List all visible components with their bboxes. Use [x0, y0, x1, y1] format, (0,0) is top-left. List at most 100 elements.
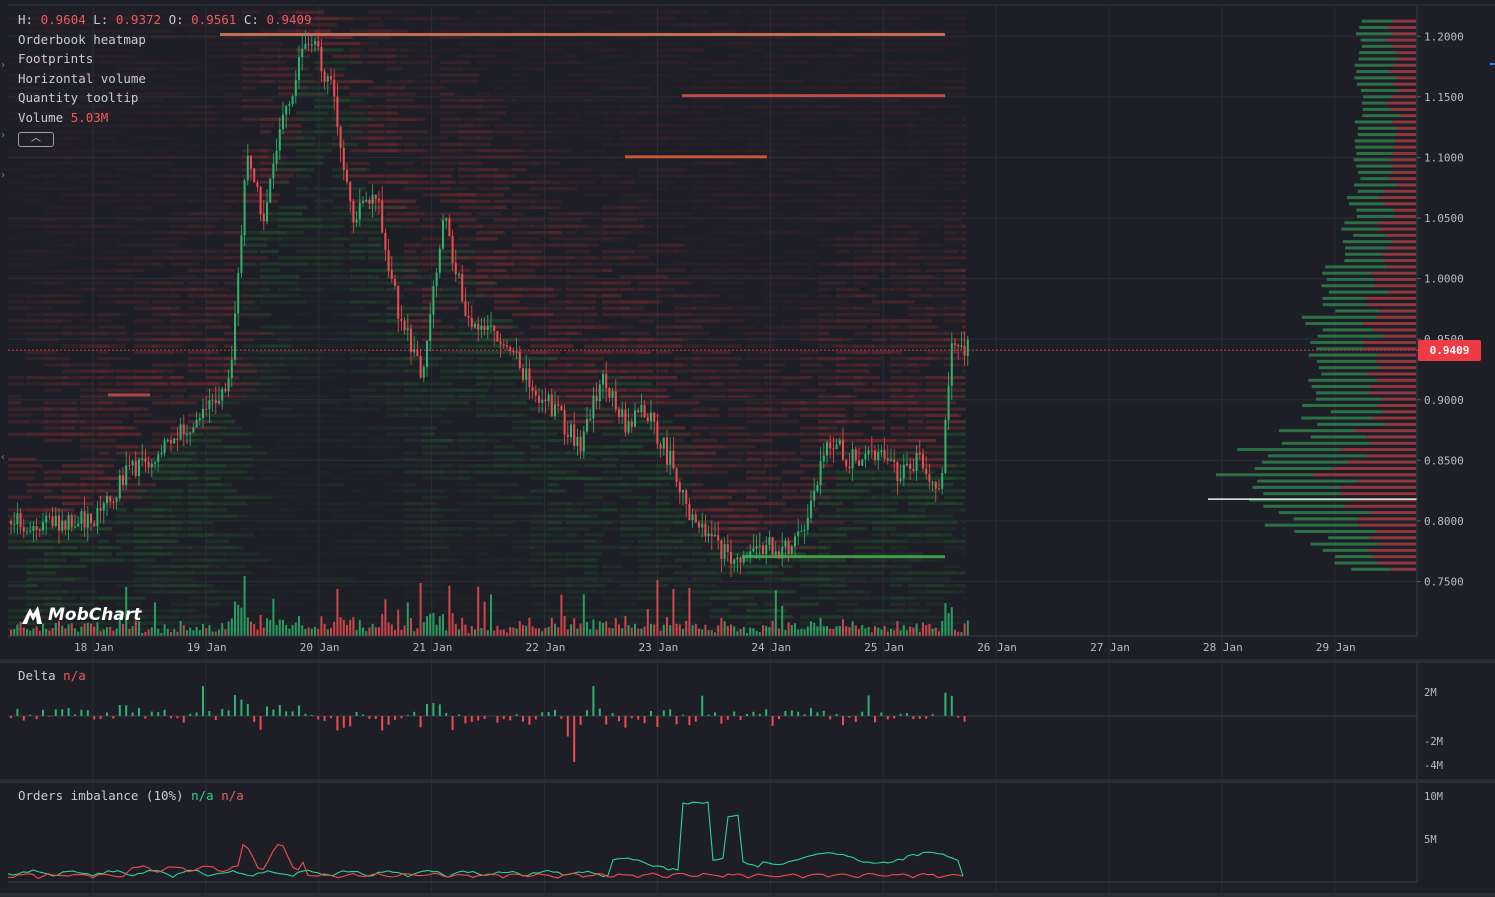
candle-body[interactable]: [694, 514, 697, 523]
candle-body[interactable]: [598, 384, 601, 402]
candle-body[interactable]: [803, 529, 806, 531]
candle-body[interactable]: [653, 412, 656, 422]
candle-body[interactable]: [672, 450, 675, 469]
candle-body[interactable]: [966, 339, 969, 356]
candle-body[interactable]: [522, 368, 524, 380]
candle-body[interactable]: [749, 551, 752, 557]
indicator-volume[interactable]: Volume 5.03M: [18, 108, 312, 128]
candle-body[interactable]: [282, 114, 284, 130]
candle-body[interactable]: [349, 181, 352, 202]
candle-body[interactable]: [752, 548, 755, 552]
candle-body[interactable]: [822, 455, 825, 462]
candle-body[interactable]: [602, 373, 604, 385]
candle-body[interactable]: [554, 404, 556, 417]
candle-body[interactable]: [506, 345, 508, 347]
candle-body[interactable]: [458, 273, 460, 275]
candle-body[interactable]: [74, 526, 76, 528]
candle-body[interactable]: [512, 350, 515, 353]
candle-body[interactable]: [240, 235, 243, 273]
candle-body[interactable]: [739, 557, 742, 563]
candle-body[interactable]: [880, 450, 883, 452]
candle-body[interactable]: [346, 169, 348, 182]
candle-body[interactable]: [144, 458, 147, 462]
candle-body[interactable]: [928, 474, 931, 482]
candle-body[interactable]: [515, 351, 518, 353]
candle-body[interactable]: [10, 520, 12, 525]
candle-body[interactable]: [762, 545, 764, 554]
candle-body[interactable]: [326, 76, 329, 82]
candle-body[interactable]: [16, 513, 19, 525]
candle-body[interactable]: [893, 459, 896, 462]
candle-body[interactable]: [272, 163, 275, 179]
candle-body[interactable]: [835, 444, 838, 449]
chevron-right-icon[interactable]: ›: [0, 170, 7, 181]
candle-body[interactable]: [400, 318, 403, 321]
candle-body[interactable]: [768, 537, 771, 545]
candle-body[interactable]: [70, 515, 73, 528]
candle-body[interactable]: [794, 536, 796, 547]
candle-body[interactable]: [691, 514, 694, 521]
candle-body[interactable]: [352, 201, 355, 223]
candle-body[interactable]: [464, 301, 467, 316]
candle-body[interactable]: [426, 341, 428, 368]
candle-body[interactable]: [867, 450, 870, 455]
candle-body[interactable]: [317, 40, 320, 47]
candle-body[interactable]: [608, 388, 611, 398]
candle-body[interactable]: [54, 515, 57, 527]
candle-body[interactable]: [480, 325, 483, 330]
candle-body[interactable]: [496, 331, 499, 342]
indicator-quantity-tooltip[interactable]: Quantity tooltip: [18, 90, 139, 105]
candle-body[interactable]: [234, 313, 236, 360]
candle-body[interactable]: [563, 410, 566, 435]
candle-body[interactable]: [160, 453, 163, 455]
candle-body[interactable]: [646, 416, 649, 422]
candle-body[interactable]: [538, 395, 540, 403]
candle-body[interactable]: [592, 395, 595, 419]
candle-body[interactable]: [947, 385, 950, 420]
candle-body[interactable]: [883, 450, 886, 459]
candle-body[interactable]: [618, 409, 620, 417]
candle-body[interactable]: [278, 129, 281, 151]
candle-body[interactable]: [304, 43, 307, 49]
candle-body[interactable]: [851, 449, 854, 469]
candle-body[interactable]: [704, 523, 707, 537]
candle-body[interactable]: [787, 540, 790, 554]
chevron-right-icon[interactable]: ›: [0, 130, 7, 141]
candle-body[interactable]: [112, 501, 115, 503]
candle-body[interactable]: [755, 546, 758, 549]
candle-body[interactable]: [570, 424, 572, 438]
candle-body[interactable]: [858, 460, 860, 466]
candle-body[interactable]: [262, 214, 265, 222]
candle-body[interactable]: [371, 194, 374, 204]
candle-body[interactable]: [394, 278, 396, 286]
candle-body[interactable]: [141, 458, 144, 460]
candle-body[interactable]: [176, 438, 179, 440]
candle-body[interactable]: [339, 127, 342, 148]
candle-body[interactable]: [374, 194, 377, 199]
candle-body[interactable]: [877, 451, 880, 460]
candle-body[interactable]: [909, 463, 912, 470]
candle-body[interactable]: [150, 463, 153, 468]
candle-body[interactable]: [682, 490, 684, 493]
candle-body[interactable]: [154, 462, 156, 464]
candle-body[interactable]: [630, 421, 633, 427]
candle-body[interactable]: [218, 400, 220, 403]
candle-body[interactable]: [186, 433, 188, 435]
candle-body[interactable]: [86, 513, 89, 528]
candle-body[interactable]: [557, 404, 560, 406]
candle-body[interactable]: [611, 391, 614, 398]
candle-body[interactable]: [410, 328, 412, 353]
candle-body[interactable]: [195, 419, 198, 428]
candle-body[interactable]: [531, 386, 534, 391]
candle-body[interactable]: [950, 343, 953, 386]
chevron-left-icon[interactable]: ‹: [0, 452, 7, 463]
candle-body[interactable]: [224, 388, 227, 392]
candle-body[interactable]: [720, 540, 723, 559]
candle-body[interactable]: [285, 105, 288, 115]
candle-body[interactable]: [627, 421, 630, 433]
candle-body[interactable]: [678, 482, 681, 493]
candle-body[interactable]: [832, 448, 835, 450]
candle-body[interactable]: [77, 523, 80, 527]
candle-body[interactable]: [819, 461, 822, 486]
